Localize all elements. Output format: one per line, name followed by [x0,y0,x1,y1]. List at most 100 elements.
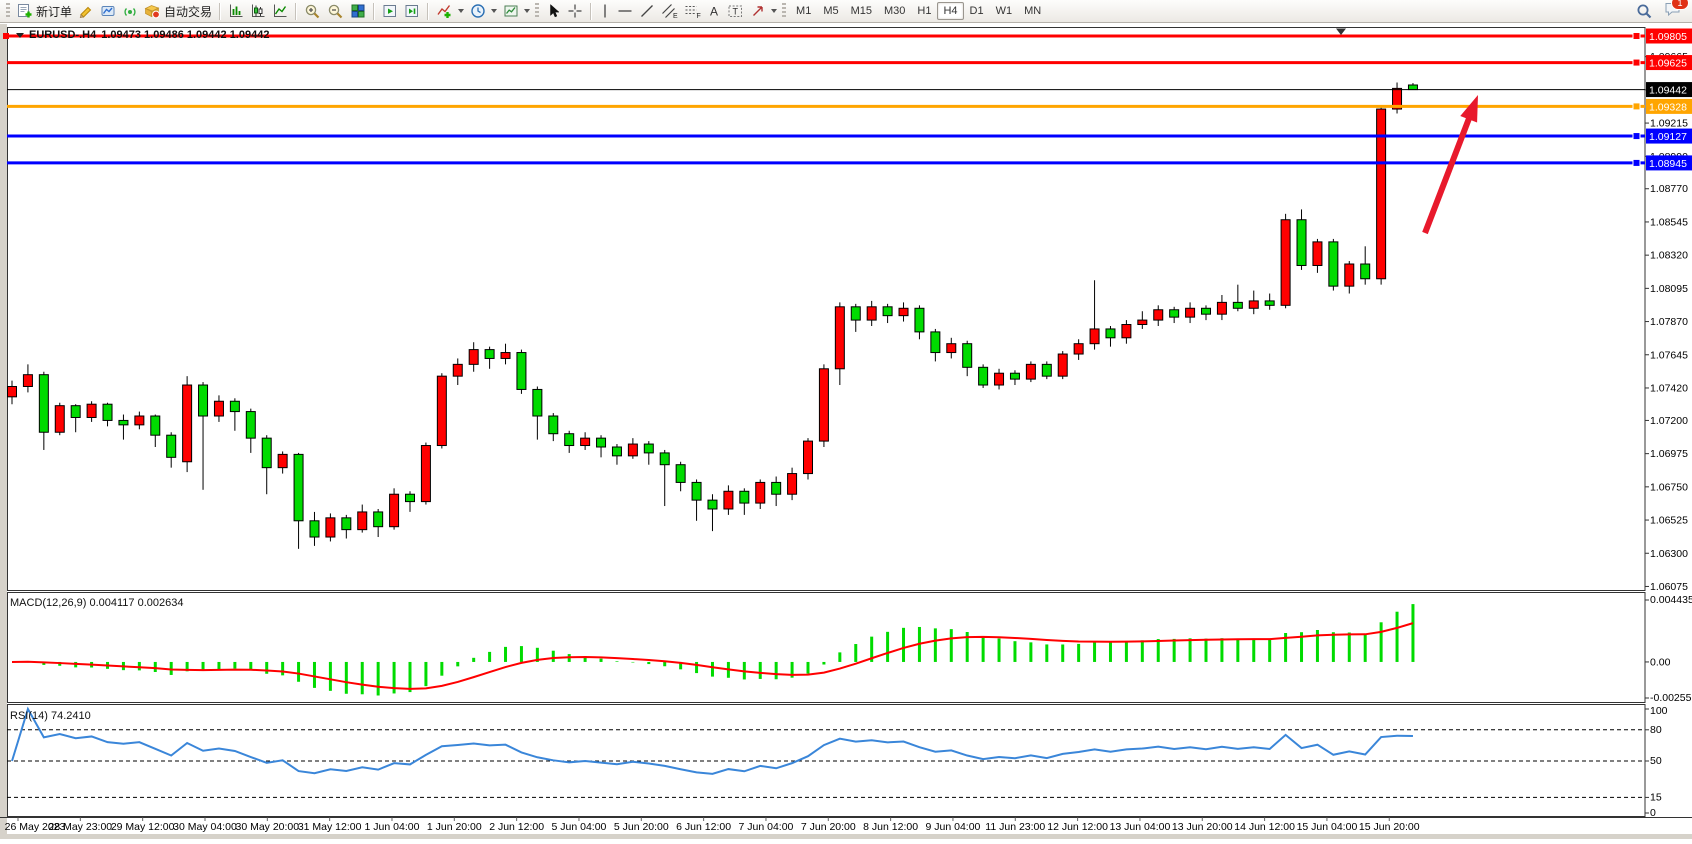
zoom-out-button[interactable] [324,1,347,21]
cursor-icon [550,3,560,18]
tab-m1[interactable]: M1 [796,5,812,17]
candle [436,373,447,449]
line-handle[interactable] [1632,32,1641,41]
line-chart-mode-icon [274,4,287,17]
line-handle[interactable] [1632,158,1641,167]
signal-icon [124,8,136,16]
tab-d1[interactable]: D1 [969,5,984,17]
price-badge: 1.09625 [1646,55,1692,71]
toolbar-grip[interactable] [782,3,787,19]
price-tick-label: 1.07645 [1650,349,1688,361]
candle [468,342,479,372]
tab-m15[interactable]: M15 [850,5,872,17]
candle [1025,361,1036,383]
chart-title-symbol: EURUSD-.H4 [29,29,97,41]
candle [675,461,686,492]
candle [739,488,750,515]
main-price-pane[interactable] [7,27,1646,591]
template-button[interactable] [500,1,533,21]
tab-m30[interactable]: M30 [884,5,906,17]
text-label-tool-button[interactable]: T [724,1,747,21]
add-indicator-button[interactable] [433,1,467,21]
signal-button[interactable] [119,1,141,21]
channel-tool-button[interactable]: E [658,1,681,21]
new-order-label: 新订单 [36,4,73,19]
cursor-tool-button[interactable] [543,1,564,21]
svg-text:1.09127: 1.09127 [1649,131,1687,143]
candle [946,337,957,359]
chart-title-ohlc: 1.09473 1.09486 1.09442 1.09442 [101,29,270,41]
macd-scale-max: 0.004435 [1650,594,1692,606]
autotrade-button[interactable]: 自动交易 [141,1,215,21]
price-tick-label: 1.07200 [1650,415,1688,427]
candle [1057,351,1068,380]
trendline-tool-button[interactable] [636,1,658,21]
price-tick-label: 1.08320 [1650,250,1688,262]
svg-text:1.09328: 1.09328 [1649,101,1687,113]
rsi-indicator-label: RSI(14) 74.2410 [10,710,91,722]
vertical-line-icon [604,4,606,18]
candle [182,376,193,473]
chat-button[interactable]: 1 [1664,0,1689,22]
price-badge: 1.09442 [1646,82,1692,98]
candle [564,430,575,453]
zoom-in-button[interactable] [301,1,324,21]
vertical-line-tool-button[interactable] [596,1,614,21]
line-handle[interactable] [1632,102,1641,111]
new-order-button[interactable]: 新订单 [14,1,75,21]
candle [70,404,81,433]
time-axis-label: 7 Jun 04:00 [739,821,794,833]
crosshair-tool-button[interactable] [564,1,586,21]
price-tick-label: 1.07870 [1650,316,1688,328]
time-axis-label: 1 Jun 04:00 [365,821,420,833]
tab-w1[interactable]: W1 [995,5,1013,17]
add-indicator-icon [437,5,451,18]
chart-menu-icon[interactable] [16,32,24,38]
tile-windows-button[interactable] [347,1,369,21]
candle-chart-mode-button[interactable] [247,1,269,21]
svg-text:F: F [697,13,701,19]
search-button[interactable] [1633,1,1656,21]
text-tool-button[interactable]: A [704,1,724,21]
price-tick-label: 1.07420 [1650,382,1688,394]
publish-chart-button[interactable] [97,1,119,21]
arrows-tool-button[interactable] [747,1,780,21]
candle [277,451,288,474]
line-handle[interactable] [1632,132,1641,141]
candle [1392,82,1403,114]
chart-canvas[interactable]: 1.096651.094401.092151.089901.087701.085… [0,24,1692,839]
tab-mn[interactable]: MN [1024,5,1042,17]
line-handle[interactable] [3,33,9,40]
fibonacci-tool-button[interactable]: F [681,1,704,21]
candle [102,402,113,427]
candle [198,382,209,490]
price-tick-label: 1.08545 [1650,216,1688,228]
toolbar-grip[interactable] [535,3,540,19]
macd-signal-line [11,622,1414,690]
chart-title[interactable]: EURUSD-.H4 1.09473 1.09486 1.09442 1.094… [16,29,269,41]
line-chart-mode-button[interactable] [269,1,291,21]
bar-chart-mode-button[interactable] [225,1,247,21]
macd-pane[interactable] [7,592,1646,703]
autotrade-label: 自动交易 [164,4,213,19]
candle [898,302,909,322]
crayon-button[interactable] [75,1,97,21]
crosshair-icon [568,4,582,18]
strategy-tester-button[interactable] [379,1,401,21]
candle [659,449,670,507]
annotation-arrow[interactable] [1422,95,1478,235]
line-handle[interactable] [1632,58,1641,67]
tile-windows-icon [351,4,365,18]
tab-h1[interactable]: H1 [917,5,932,17]
tab-m5[interactable]: M5 [823,5,839,17]
price-tick-label: 1.06075 [1650,581,1688,593]
step-forward-button[interactable] [401,1,423,21]
time-axis-label: 30 May 04:00 [173,821,237,833]
candle [1248,290,1259,315]
candle [1153,305,1164,326]
toolbar-grip[interactable] [6,3,10,19]
horizontal-line-tool-button[interactable] [614,1,636,21]
tab-h4[interactable]: H4 [937,2,964,20]
period-button[interactable] [467,1,500,21]
chart-shift-marker-icon[interactable] [1336,28,1346,36]
